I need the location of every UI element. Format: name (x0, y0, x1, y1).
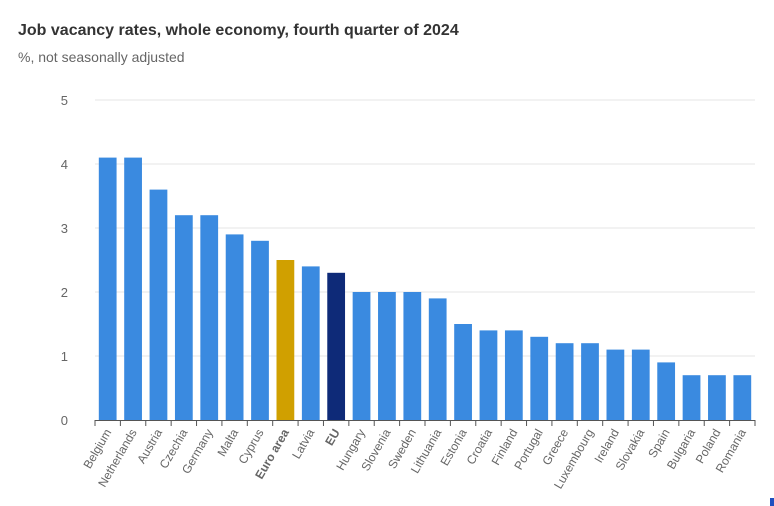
x-tick-label: Malta (214, 426, 241, 459)
bar-spain[interactable] (657, 362, 676, 420)
bar-romania[interactable] (733, 375, 752, 420)
bar-finland[interactable] (504, 330, 523, 420)
corner-marker (770, 498, 774, 506)
bars (98, 157, 752, 420)
bar-sweden[interactable] (403, 292, 422, 420)
bar-malta[interactable] (225, 234, 244, 420)
bar-poland[interactable] (708, 375, 726, 420)
y-tick-label: 4 (61, 157, 68, 172)
bar-germany[interactable] (200, 215, 219, 420)
bar-bulgaria[interactable] (682, 375, 701, 420)
y-tick-label: 5 (61, 93, 68, 108)
x-axis (94, 420, 756, 426)
bar-czechia[interactable] (174, 215, 193, 420)
x-tick-label: EU (322, 427, 342, 448)
y-tick-label: 0 (61, 413, 68, 428)
bar-greece[interactable] (555, 343, 574, 420)
bar-luxembourg[interactable] (581, 343, 599, 420)
y-axis-ticks: 0 1 2 3 4 5 (61, 93, 68, 428)
chart-title: Job vacancy rates, whole economy, fourth… (18, 22, 459, 39)
bar-estonia[interactable] (454, 324, 472, 420)
bar-latvia[interactable] (301, 266, 320, 420)
x-tick-label: Latvia (289, 426, 317, 461)
gridlines (95, 99, 755, 357)
bar-euro-area[interactable] (276, 260, 295, 420)
x-axis-ticks: BelgiumNetherlandsAustriaCzechiaGermanyM… (80, 426, 749, 491)
y-tick-label: 1 (61, 349, 68, 364)
bar-ireland[interactable] (606, 349, 625, 420)
y-tick-label: 2 (61, 285, 68, 300)
bar-netherlands[interactable] (124, 157, 142, 420)
bar-croatia[interactable] (479, 330, 498, 420)
bar-eu[interactable] (327, 272, 346, 420)
bar-hungary[interactable] (352, 292, 371, 420)
bar-lithuania[interactable] (428, 298, 447, 420)
y-tick-label: 3 (61, 221, 68, 236)
bar-portugal[interactable] (530, 336, 549, 420)
bar-slovakia[interactable] (631, 349, 650, 420)
bar-belgium[interactable] (98, 157, 117, 420)
bar-cyprus[interactable] (251, 240, 269, 420)
bar-austria[interactable] (149, 189, 168, 420)
bar-slovenia[interactable] (378, 292, 396, 420)
chart-subtitle: %, not seasonally adjusted (18, 49, 185, 65)
